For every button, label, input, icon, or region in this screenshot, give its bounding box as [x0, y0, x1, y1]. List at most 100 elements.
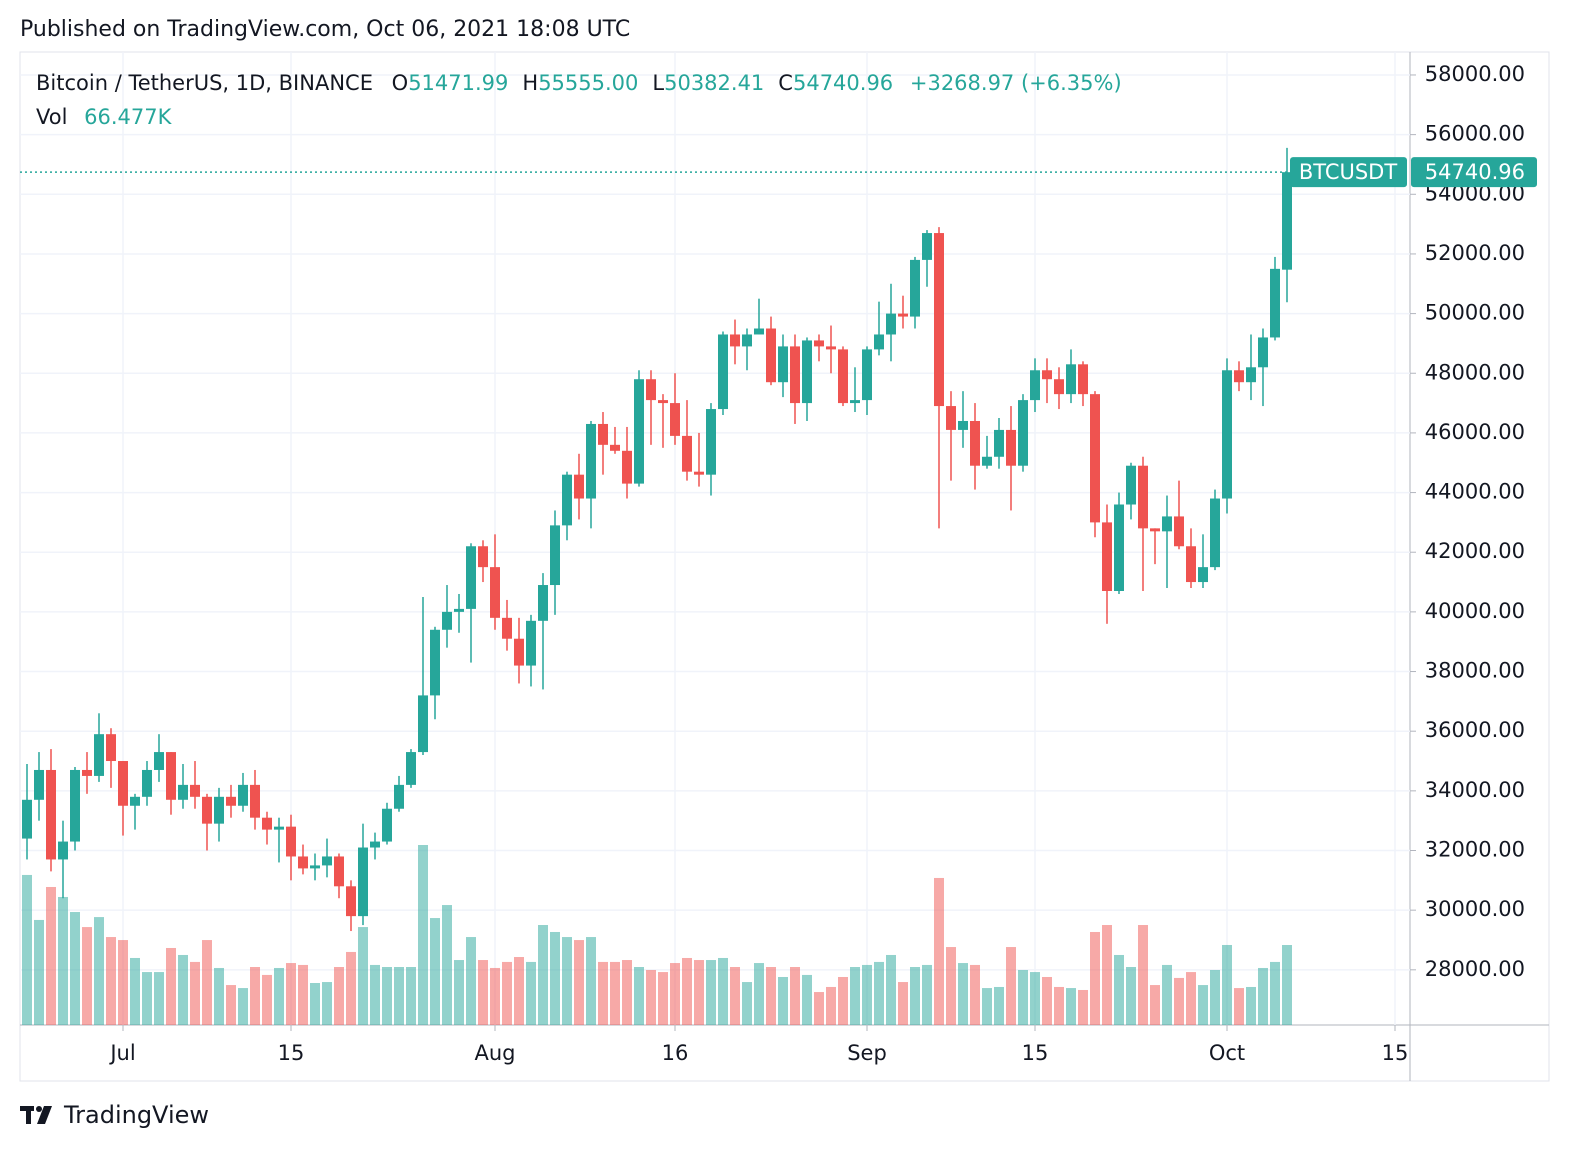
candle-body — [1030, 370, 1040, 401]
candle-body — [574, 474, 584, 499]
logo-shape — [26, 1106, 31, 1124]
volume-bar — [1018, 970, 1028, 1025]
volume-bar — [622, 960, 632, 1025]
volume-bar — [226, 985, 236, 1025]
volume-bar — [418, 845, 428, 1025]
candle-body — [34, 769, 44, 800]
candle-body — [358, 847, 368, 917]
candle-body — [826, 346, 836, 350]
volume-bar — [730, 967, 740, 1025]
volume-bar — [130, 957, 140, 1025]
candle-body — [70, 769, 80, 842]
y-tick-label: 48000.00 — [1425, 360, 1525, 384]
x-tick-label: Oct — [1209, 1041, 1245, 1065]
volume-bar — [562, 937, 572, 1025]
volume-bar — [106, 937, 116, 1025]
volume-bar — [886, 954, 896, 1025]
volume-bar — [1066, 988, 1076, 1025]
legend-key: L — [652, 71, 665, 95]
candle-body — [502, 617, 512, 639]
candle-body — [118, 761, 128, 806]
volume-bar — [586, 937, 596, 1025]
y-tick-label: 52000.00 — [1425, 241, 1525, 265]
legend-key: O — [391, 71, 409, 95]
candle-body — [1198, 567, 1208, 583]
candle-body — [682, 435, 692, 472]
candle-body — [1282, 172, 1292, 270]
volume-bar — [1126, 967, 1136, 1025]
volume-bar — [430, 918, 440, 1025]
volume-bar — [22, 874, 32, 1025]
candle-body — [730, 334, 740, 347]
candle-body — [1078, 364, 1088, 395]
candle-body — [1234, 370, 1244, 383]
candle-body — [1066, 364, 1076, 395]
candle-body — [1102, 522, 1112, 591]
volume-bar — [1006, 947, 1016, 1025]
legend-line: Bitcoin / TetherUS, 1D, BINANCE O51471.9… — [36, 71, 1122, 95]
volume-bar — [898, 982, 908, 1025]
volume-bar — [802, 974, 812, 1025]
candle-body — [454, 608, 464, 612]
volume-bar — [238, 988, 248, 1025]
volume-bar — [1282, 945, 1292, 1025]
volume-bar — [34, 919, 44, 1025]
candle-body — [526, 620, 536, 666]
published-line: Published on TradingView.com, Oct 06, 20… — [20, 17, 631, 42]
candle-body — [418, 695, 428, 753]
legend-key: H — [522, 71, 539, 95]
candle-body — [1018, 400, 1028, 466]
candle-body — [154, 752, 164, 770]
volume-bar — [142, 972, 152, 1025]
candle-body — [178, 784, 188, 800]
y-tick-label: 40000.00 — [1425, 599, 1525, 623]
volume-bar — [478, 960, 488, 1025]
volume-bar — [634, 967, 644, 1025]
candle-body — [250, 784, 260, 818]
volume-bar — [190, 961, 200, 1025]
y-tick-label: 38000.00 — [1425, 659, 1525, 683]
volume-bar — [370, 964, 380, 1025]
candle-body — [274, 826, 284, 830]
logo-shape — [36, 1106, 42, 1112]
candle-body — [514, 638, 524, 666]
candle-body — [1090, 394, 1100, 523]
candle-body — [1150, 528, 1160, 532]
candle-body — [142, 769, 152, 797]
volume-bar — [310, 983, 320, 1025]
x-tick-label: 15 — [1382, 1041, 1409, 1065]
volume-bar — [1150, 985, 1160, 1025]
volume-bar — [1234, 988, 1244, 1025]
candle-body — [646, 379, 656, 401]
legend-value: 50382.41 — [664, 71, 765, 95]
candle-body — [754, 328, 764, 335]
candle-body — [718, 334, 728, 410]
volume-bar — [646, 970, 656, 1025]
candle-body — [1246, 367, 1256, 383]
volume-bar — [754, 963, 764, 1025]
y-tick-label: 50000.00 — [1425, 301, 1525, 325]
volume-bar — [94, 917, 104, 1025]
x-tick-label: 15 — [1022, 1041, 1049, 1065]
volume-bar — [1198, 985, 1208, 1025]
volume-bar — [118, 940, 128, 1025]
candle-body — [622, 450, 632, 484]
legend-symbol: Bitcoin / TetherUS, 1D, BINANCE — [36, 71, 373, 95]
candle-body — [286, 826, 296, 857]
logo-shape — [37, 1106, 52, 1124]
last-price-box — [1411, 157, 1537, 188]
volume-bar — [610, 961, 620, 1025]
y-tick-label: 34000.00 — [1425, 778, 1525, 802]
candle-body — [442, 611, 452, 630]
candle-body — [910, 259, 920, 317]
candle-body — [190, 784, 200, 797]
volume-bar — [82, 927, 92, 1025]
candle-body — [214, 796, 224, 824]
candle-body — [1270, 268, 1280, 338]
legend-ohlc: O51471.99 H55555.00 L50382.41 C54740.96 — [380, 71, 894, 95]
volume-legend: Vol 66.477K — [36, 105, 171, 129]
y-tick-label: 30000.00 — [1425, 897, 1525, 921]
legend-value: 51471.99 — [408, 71, 509, 95]
candle-body — [202, 796, 212, 824]
